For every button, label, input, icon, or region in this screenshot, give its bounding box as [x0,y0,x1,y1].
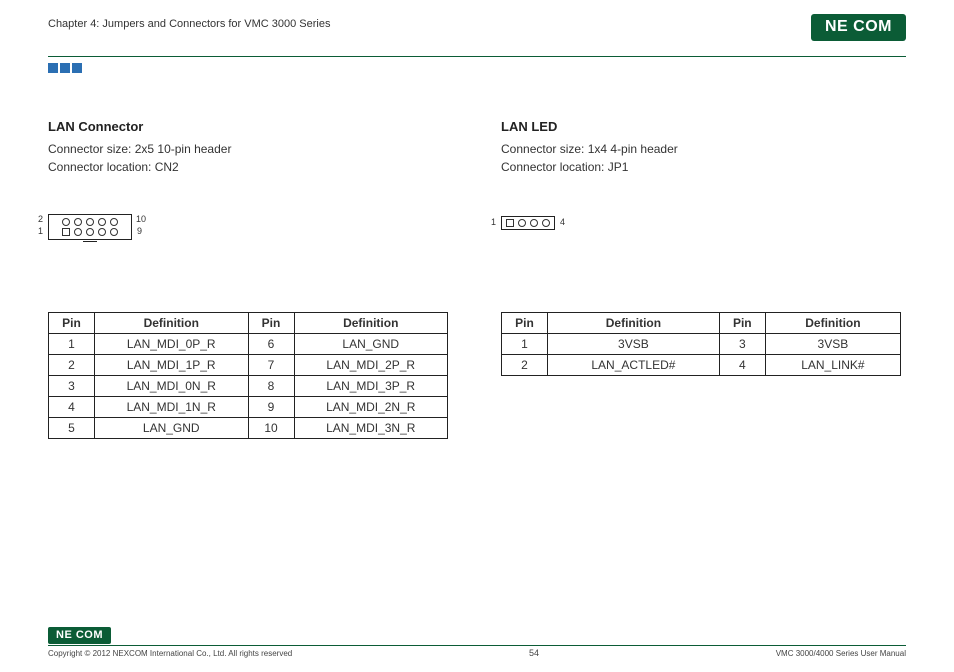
pin-label: 1 [491,217,496,227]
table-row: 5LAN_GND10LAN_MDI_3N_R [49,418,448,439]
table-row: 3LAN_MDI_0N_R8LAN_MDI_3P_R [49,376,448,397]
pin-label: 4 [560,217,565,227]
connector-location: Connector location: CN2 [48,158,453,176]
pin-label: 1 [38,226,43,236]
lan-led-section: LAN LED Connector size: 1x4 4-pin header… [501,119,906,439]
pin-header-1x4-diagram: 1 4 [501,216,555,230]
pin-label: 2 [38,214,43,224]
connector-location: Connector location: JP1 [501,158,906,176]
table-row: 2LAN_MDI_1P_R7LAN_MDI_2P_R [49,355,448,376]
section-title: LAN LED [501,119,906,134]
pin-header-2x5-diagram: 2 1 10 9 [48,214,132,242]
lan-connector-pin-table: Pin Definition Pin Definition 1LAN_MDI_0… [48,312,448,439]
table-row: 4LAN_MDI_1N_R9LAN_MDI_2N_R [49,397,448,418]
table-header: Pin [502,313,548,334]
lan-connector-section: LAN Connector Connector size: 2x5 10-pin… [48,119,453,439]
header-rule [48,56,906,57]
accent-squares [48,63,906,73]
connector-size: Connector size: 1x4 4-pin header [501,140,906,158]
table-header: Pin [248,313,294,334]
table-header: Definition [294,313,448,334]
copyright-text: Copyright © 2012 NEXCOM International Co… [48,649,292,658]
table-row: 2LAN_ACTLED#4LAN_LINK# [502,355,901,376]
section-title: LAN Connector [48,119,453,134]
table-row: 13VSB33VSB [502,334,901,355]
pin-label: 10 [136,214,146,224]
brand-logo: NE COM [811,14,906,41]
table-row: 1LAN_MDI_0P_R6LAN_GND [49,334,448,355]
chapter-title: Chapter 4: Jumpers and Connectors for VM… [48,18,330,30]
manual-title: VMC 3000/4000 Series User Manual [776,649,906,658]
table-header: Definition [548,313,720,334]
lan-led-pin-table: Pin Definition Pin Definition 13VSB33VSB… [501,312,901,376]
table-header: Definition [765,313,900,334]
footer-logo: NE COM [48,627,111,644]
table-header: Pin [49,313,95,334]
table-header: Pin [719,313,765,334]
table-header: Definition [95,313,249,334]
pin-label: 9 [137,226,142,236]
page-number: 54 [529,648,539,658]
connector-size: Connector size: 2x5 10-pin header [48,140,453,158]
